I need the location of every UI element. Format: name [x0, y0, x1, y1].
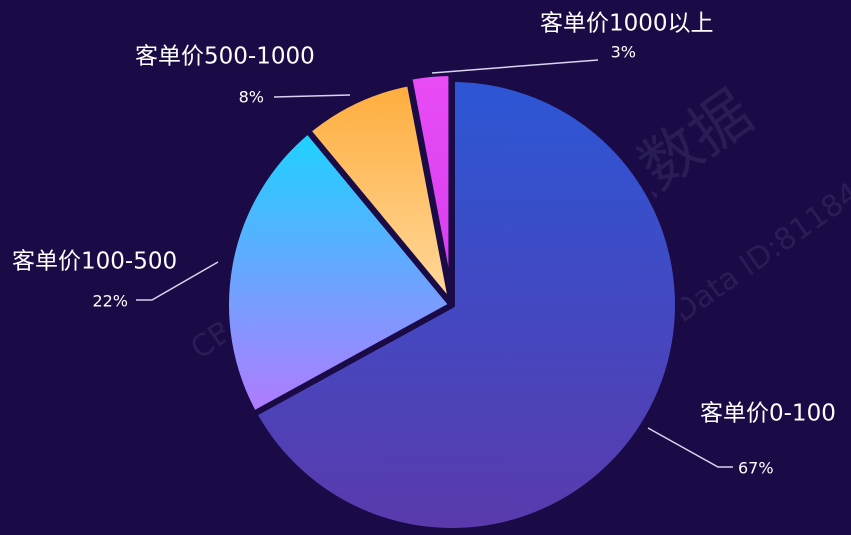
leader-line: [136, 261, 219, 301]
pie-slice: [250, 76, 681, 534]
slice-percent: 3%: [611, 43, 636, 62]
slice-name: 客单价100-500: [12, 249, 177, 275]
pie-slice: [406, 70, 455, 303]
leader-line: [431, 59, 599, 74]
slice-percent: 8%: [239, 88, 264, 107]
pie-slice: [304, 80, 455, 308]
pie-slice: [223, 127, 455, 417]
slice-percent: 22%: [92, 292, 128, 311]
slice-percent: 67%: [738, 459, 774, 478]
slice-name: 客单价1000以上: [540, 11, 714, 37]
leader-line: [647, 427, 733, 468]
slice-name: 客单价0-100: [700, 401, 836, 427]
slice-name: 客单价500-1000: [135, 44, 315, 70]
leader-line: [273, 94, 351, 98]
